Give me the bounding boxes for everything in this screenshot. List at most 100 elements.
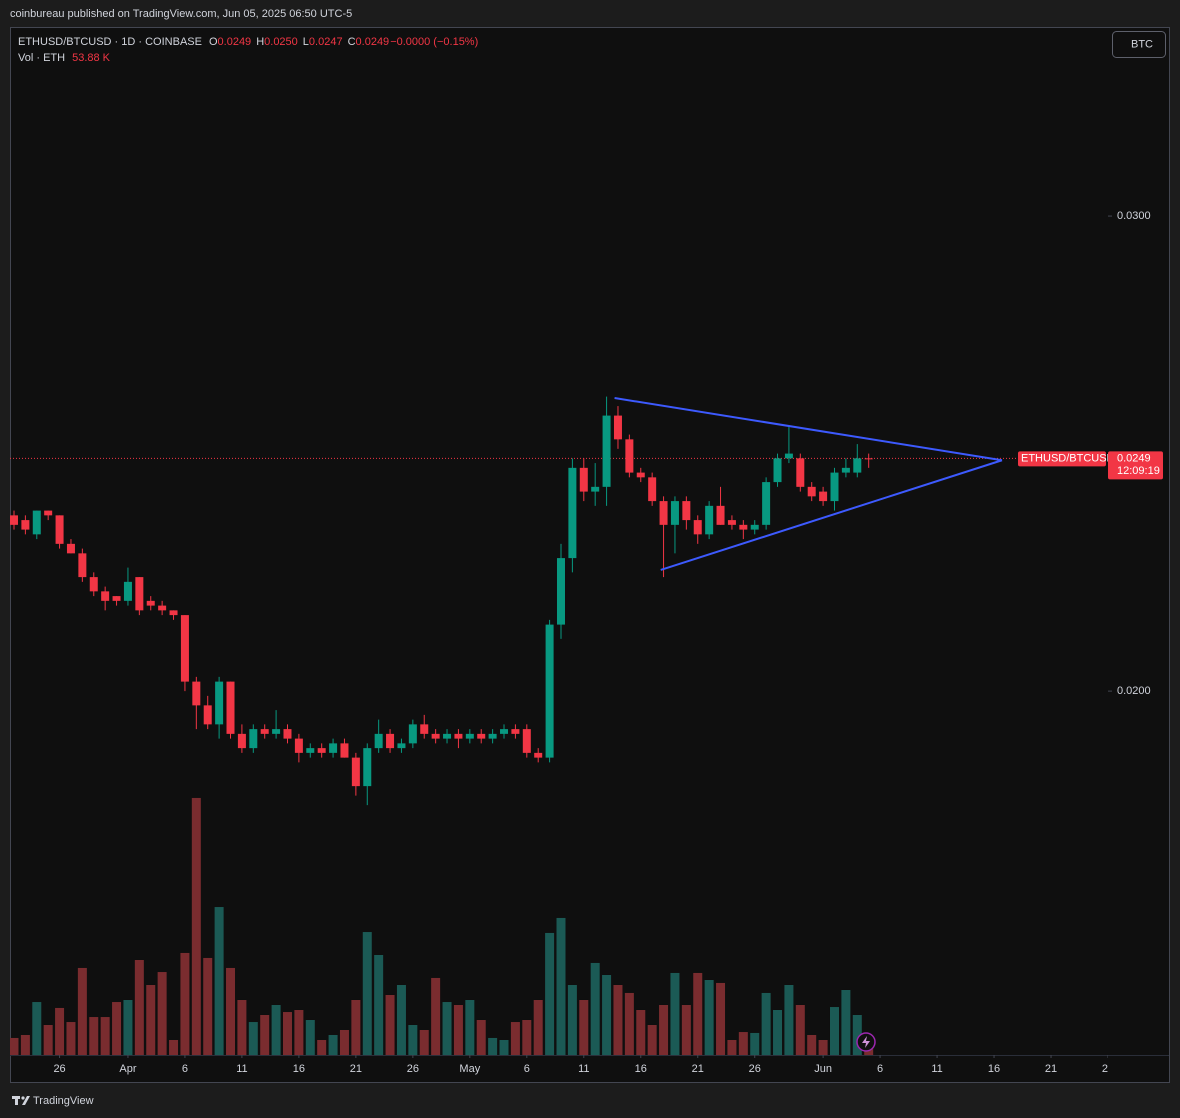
candle-body bbox=[237, 733, 246, 749]
volume-bar bbox=[191, 797, 201, 1055]
candle-body bbox=[226, 681, 235, 734]
candle-body bbox=[465, 733, 474, 739]
volume-bar bbox=[499, 1039, 509, 1055]
x-tick-label: 11 bbox=[931, 1063, 942, 1075]
volume-bar bbox=[112, 1002, 122, 1055]
x-axis: 26 Apr 6 11 16 21 26 May 6 11 16 21 26 Jun 6 11 16 21 26 bbox=[53, 1055, 1114, 1075]
volume-bar bbox=[841, 989, 851, 1055]
volume-bar bbox=[282, 1012, 292, 1055]
alert-bolt bbox=[862, 1036, 870, 1048]
candle-body bbox=[431, 733, 440, 739]
x-tick-label: 21 bbox=[1045, 1063, 1057, 1075]
volume-bar bbox=[556, 917, 566, 1055]
x-tick-label: 11 bbox=[578, 1063, 589, 1075]
candle-body bbox=[260, 729, 269, 734]
volume-bar bbox=[852, 1014, 862, 1055]
price-tag-bg bbox=[1108, 451, 1163, 480]
candle-body bbox=[420, 724, 429, 734]
volume-bar bbox=[146, 984, 156, 1055]
volume-bar bbox=[431, 977, 441, 1055]
candle-body bbox=[864, 458, 873, 460]
currency-label: BTC bbox=[1131, 38, 1153, 50]
candle-body bbox=[762, 482, 771, 525]
volume-bar bbox=[613, 984, 623, 1055]
volume-bar bbox=[77, 967, 87, 1055]
footer-brand: TradingView bbox=[33, 1095, 94, 1107]
candle-body bbox=[135, 577, 144, 611]
candle-body bbox=[169, 610, 178, 616]
candle-body bbox=[317, 748, 326, 753]
candle-body bbox=[648, 477, 657, 502]
volume-bar bbox=[339, 1029, 349, 1055]
volume-bar bbox=[419, 1029, 429, 1055]
candle-body bbox=[739, 524, 748, 530]
x-tick-label: 26 bbox=[1102, 1063, 1114, 1075]
volume-bar bbox=[214, 907, 224, 1055]
x-tick-label: 6 bbox=[877, 1063, 883, 1075]
x-tick-label: 6 bbox=[524, 1063, 530, 1075]
legend-ohlc-key: O bbox=[209, 36, 218, 48]
candle-body bbox=[841, 467, 850, 473]
volume-bar bbox=[32, 1002, 42, 1055]
volume-bar bbox=[180, 952, 190, 1055]
x-tick-label: May bbox=[459, 1063, 480, 1075]
volume-bar bbox=[807, 1034, 817, 1055]
trendline bbox=[614, 397, 1003, 462]
candle-body bbox=[693, 520, 702, 535]
price-tag-price: 0.0249 bbox=[1117, 453, 1151, 465]
price-tag-name: ETHUSD/BTCUSD bbox=[1021, 453, 1115, 465]
volume-bar bbox=[829, 1007, 839, 1055]
candle-body bbox=[283, 729, 292, 739]
volume-bar bbox=[545, 932, 555, 1055]
volume-bar bbox=[453, 1004, 463, 1055]
candle-body bbox=[192, 681, 201, 706]
legend-ohlc-value: 0.0249 bbox=[356, 36, 390, 48]
candle-body bbox=[602, 415, 611, 487]
candle-body bbox=[568, 467, 577, 559]
candle-body bbox=[386, 733, 395, 749]
x-tick-label: Jun bbox=[814, 1063, 832, 1075]
volume-bar bbox=[488, 1037, 498, 1055]
candle-body bbox=[659, 501, 668, 525]
volume-bar bbox=[260, 1014, 270, 1055]
candle-body bbox=[112, 596, 121, 601]
volume-bar bbox=[761, 992, 771, 1055]
candle-body bbox=[294, 738, 303, 753]
volume-bar bbox=[510, 1022, 520, 1055]
volume-bar bbox=[66, 1022, 76, 1055]
overlay: 0.0300 0.0200 26 Apr 6 11 16 21 26 May 6 11 16 21 26 Ju… bbox=[18, 36, 1163, 1075]
candle-body bbox=[215, 681, 224, 725]
volume-bar bbox=[681, 1004, 691, 1055]
legend-ohlc-value: 0.0247 bbox=[309, 36, 343, 48]
volume-bar bbox=[43, 1024, 53, 1055]
legend-ohlc-value: 0.0250 bbox=[264, 36, 298, 48]
candle-body bbox=[55, 515, 64, 544]
candle-body bbox=[397, 743, 406, 749]
candle-body bbox=[591, 486, 600, 492]
volume-bar bbox=[385, 994, 395, 1055]
candle-body bbox=[443, 733, 452, 739]
candle-body bbox=[830, 472, 839, 502]
legend-ohlc-value: 0.0249 bbox=[218, 36, 252, 48]
y-tick-label: 0.0300 bbox=[1117, 210, 1151, 222]
volume-bar bbox=[123, 999, 133, 1055]
volume-bar bbox=[773, 1009, 783, 1055]
price-tag-countdown: 12:09:19 bbox=[1117, 465, 1160, 477]
candle-body bbox=[10, 515, 18, 525]
currency-button[interactable] bbox=[1112, 31, 1166, 58]
x-tick-label: 26 bbox=[53, 1063, 65, 1075]
candle-body bbox=[44, 510, 53, 516]
candle-body bbox=[158, 605, 167, 611]
candle-body bbox=[716, 505, 725, 525]
x-tick-label: 21 bbox=[350, 1063, 362, 1075]
candle-body bbox=[853, 458, 862, 473]
candle-body bbox=[374, 733, 383, 749]
candle-body bbox=[123, 581, 132, 601]
x-tick-label: 21 bbox=[692, 1063, 704, 1075]
volume-bar bbox=[750, 1032, 760, 1055]
volume-bar bbox=[396, 984, 406, 1055]
volume-bar bbox=[408, 1024, 418, 1055]
volume-bar bbox=[476, 1019, 486, 1055]
volume-bar bbox=[533, 999, 543, 1055]
volume-bar bbox=[237, 999, 247, 1055]
